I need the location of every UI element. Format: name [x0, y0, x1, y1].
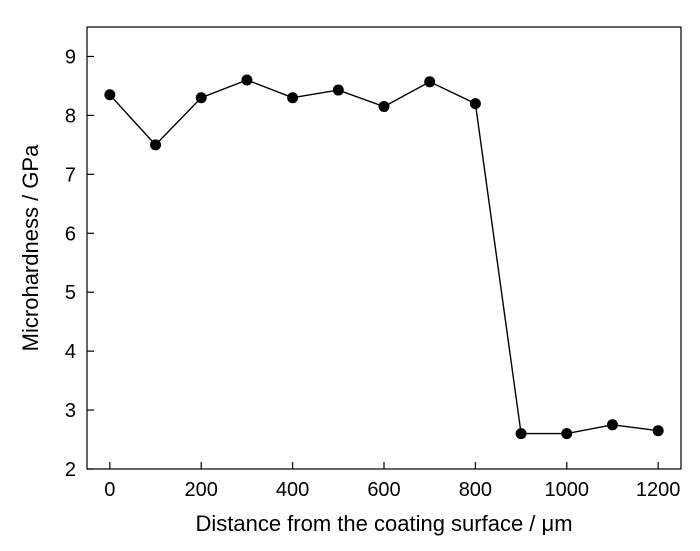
x-tick-label: 600	[367, 479, 400, 501]
x-tick-label: 400	[276, 479, 309, 501]
data-point	[104, 89, 116, 101]
data-point	[378, 101, 390, 113]
data-point	[606, 419, 618, 431]
y-tick-label: 4	[65, 341, 76, 363]
y-tick-label: 9	[65, 46, 76, 68]
data-point	[332, 84, 344, 96]
data-point	[469, 98, 481, 110]
x-tick-label: 0	[104, 479, 115, 501]
x-tick-label: 800	[459, 479, 492, 501]
y-tick-label: 6	[65, 223, 76, 245]
data-point	[424, 76, 436, 88]
y-tick-label: 7	[65, 164, 76, 186]
x-axis-title: Distance from the coating surface / μm	[195, 511, 572, 536]
y-tick-label: 8	[65, 105, 76, 127]
data-point	[561, 428, 573, 440]
y-axis-title: Microhardness / GPa	[18, 144, 43, 351]
x-tick-label: 200	[185, 479, 218, 501]
plot-frame	[86, 26, 682, 470]
series-layer	[104, 74, 664, 440]
x-tick-label: 1200	[636, 479, 681, 501]
data-point	[652, 425, 664, 437]
data-point	[515, 428, 527, 440]
series-line	[109, 79, 659, 435]
data-point	[241, 74, 253, 86]
y-tick-label: 5	[65, 282, 76, 304]
x-axis-ticks: 0 200 400 600 800 1000 1200	[104, 462, 680, 501]
data-point	[150, 139, 162, 151]
y-tick-label: 2	[65, 459, 76, 481]
y-axis-ticks: 2 3 4 5 6 7 8 9	[65, 46, 94, 481]
y-tick-label: 3	[65, 400, 76, 422]
data-point	[195, 92, 207, 104]
x-tick-label: 1000	[545, 479, 590, 501]
data-point	[287, 92, 299, 104]
